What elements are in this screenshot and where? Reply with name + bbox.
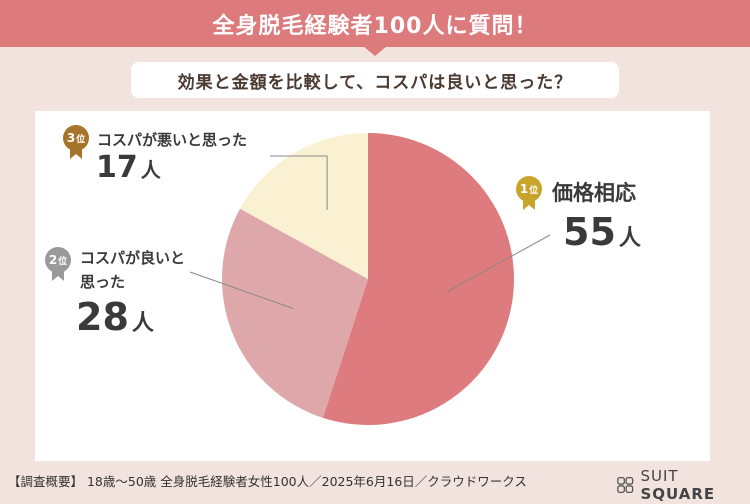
rank-3-suffix: 位 <box>76 134 86 145</box>
rank-3-value: 17 人 <box>96 150 161 185</box>
rank-3-number: 3 <box>66 131 76 145</box>
survey-footnote: 【調査概要】 18歳〜50歳 全身脱毛経験者女性100人／2025年6月16日／… <box>8 474 527 489</box>
rank-1-unit: 人 <box>618 226 641 251</box>
rank-2-label: コスパが良いと 思った <box>80 246 185 294</box>
rank-3-count: 17 <box>96 150 138 185</box>
rank-1-count: 55 <box>563 210 616 254</box>
rank-2-label-line1: コスパが良いと <box>80 249 186 267</box>
rank-3-label: コスパが悪いと思った <box>97 131 248 149</box>
rank-1-number: 1 <box>519 182 529 196</box>
rank-1-value: 55 人 <box>563 210 641 254</box>
question-text: 効果と金額を比較して、コスパは良いと思った？ <box>177 72 573 93</box>
leader-line-3 <box>270 155 328 210</box>
pie-slice-2 <box>222 208 368 418</box>
pie-slice-1 <box>322 133 514 426</box>
rank-2-suffix: 位 <box>58 256 68 267</box>
rank-1-label: 価格相応 <box>552 181 636 205</box>
pie-slice-3 <box>240 133 368 279</box>
rank-2-label-line2: 思った <box>80 273 126 291</box>
rank-2-count: 28 <box>76 295 129 339</box>
leader-line-1 <box>447 234 551 292</box>
rank-1-suffix: 位 <box>529 185 539 196</box>
title-banner: 全身脱毛経験者100人に質問！ <box>0 0 750 47</box>
page-title: 全身脱毛経験者100人に質問！ <box>212 13 538 39</box>
rank-3-unit: 人 <box>140 158 161 182</box>
logo-text-light: SUIT <box>640 467 679 485</box>
question-box: 効果と金額を比較して、コスパは良いと思った？ <box>131 62 619 98</box>
brand-logo: SUIT SQUARE <box>616 467 750 503</box>
logo-text-bold: SQUARE <box>640 485 716 503</box>
suit-square-logo-icon <box>617 476 634 494</box>
rank-2-number: 2 <box>48 253 58 267</box>
rank-2-unit: 人 <box>131 311 154 336</box>
rank-2-value: 28 人 <box>76 295 154 339</box>
leader-line-2 <box>189 271 294 310</box>
banner-pointer <box>363 46 387 56</box>
